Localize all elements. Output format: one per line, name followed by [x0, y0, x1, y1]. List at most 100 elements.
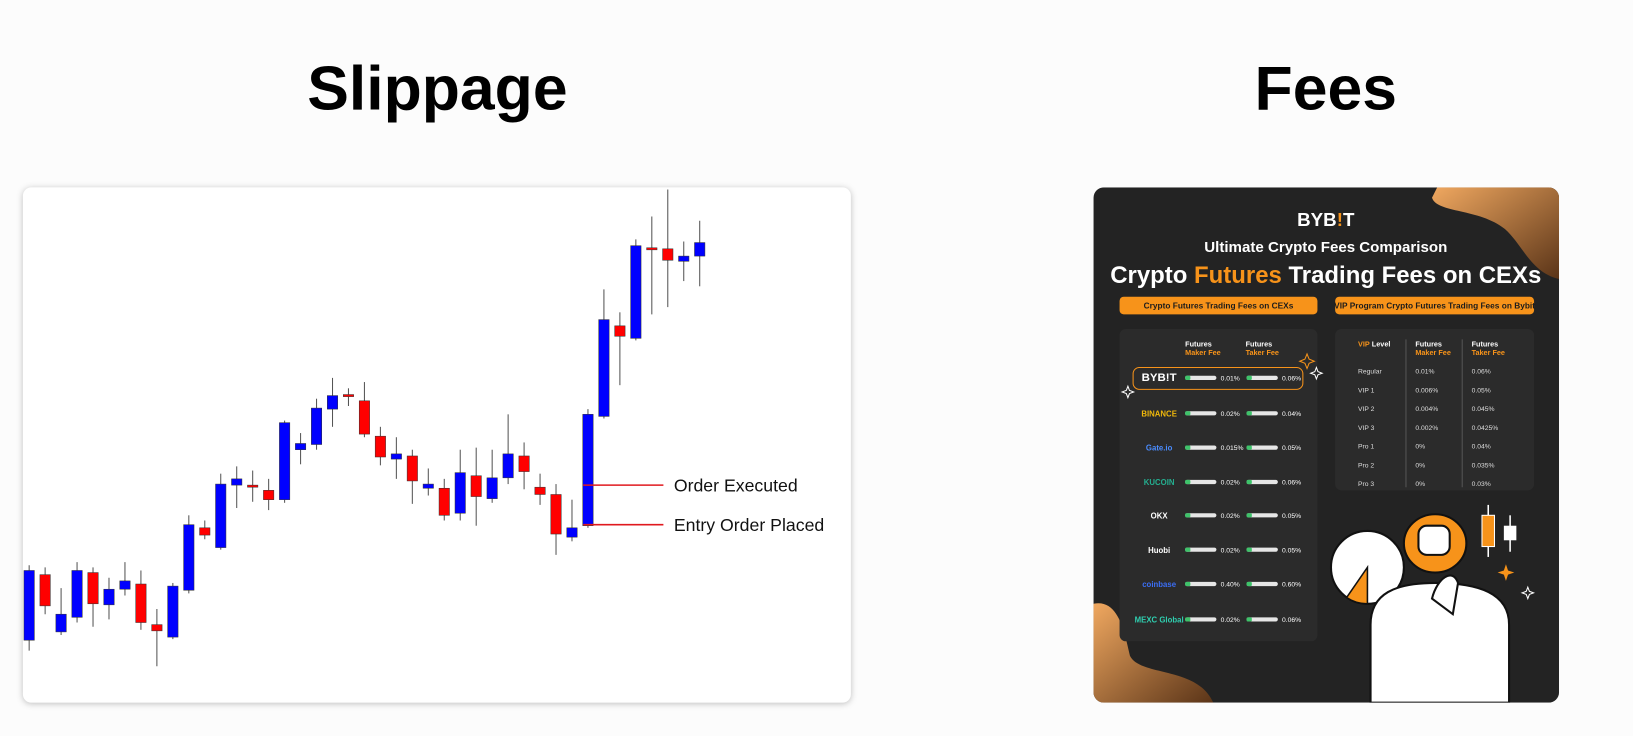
candle-body [422, 483, 434, 489]
exchange-name: BINANCE [1141, 409, 1177, 418]
pie-wedge [1345, 564, 1369, 605]
fee-value: 0.02% [1221, 513, 1240, 520]
header-part: Level [1372, 340, 1391, 349]
column-header: Maker Fee [1415, 348, 1451, 357]
candle-body [135, 583, 147, 623]
decor-blob [1093, 603, 1214, 703]
person-hand [1430, 574, 1460, 617]
candle-body [550, 494, 562, 535]
candle-body [311, 407, 323, 445]
brand-logo: BYB!T [1297, 209, 1355, 230]
vip-cell: VIP 1 [1358, 387, 1375, 394]
exchange-name: BYB!T [1142, 372, 1177, 384]
candle-body [87, 572, 99, 605]
fee-value: 0.60% [1282, 582, 1301, 589]
vip-cell: Regular [1358, 369, 1382, 376]
fee-bar [1246, 411, 1278, 416]
vip-cell: 0.04% [1472, 444, 1491, 451]
exchange-name: KUCOIN [1144, 478, 1175, 487]
chart-panel [22, 187, 851, 703]
candle-body [55, 613, 67, 633]
vip-cell: 0% [1415, 481, 1425, 488]
candle-body [263, 490, 275, 500]
vip-cell: 0.002% [1415, 425, 1438, 432]
fee-bar-tip [1246, 411, 1252, 416]
header-part: VIP [1358, 340, 1370, 349]
headline-part: Futures [1194, 262, 1282, 289]
fee-value: 0.04% [1282, 411, 1301, 418]
candle-icon [1481, 514, 1496, 548]
fees-title: Fees [1255, 53, 1397, 123]
fee-bar [1246, 547, 1278, 552]
fee-bar-tip [1246, 581, 1252, 587]
candle-body [199, 527, 211, 536]
column-header: VIP Level [1358, 340, 1390, 349]
vip-cell: VIP 2 [1358, 406, 1375, 413]
vip-cell: 0.06% [1472, 369, 1491, 376]
fee-value: 0.02% [1221, 617, 1240, 624]
fee-bar [1185, 411, 1217, 416]
fee-value: 0.05% [1282, 445, 1301, 452]
candle-body [486, 477, 498, 499]
vip-cell: 0.045% [1472, 406, 1495, 413]
fee-value: 0.05% [1282, 513, 1301, 520]
candlestick-chart: Order Executed Entry Order Placed [23, 189, 824, 667]
headline-part: Crypto [1110, 262, 1194, 289]
fee-bar [1185, 445, 1217, 450]
fee-bar-tip [1185, 513, 1191, 518]
candle-body [103, 588, 115, 606]
decor-blob [1431, 187, 1560, 279]
candle-body [662, 248, 674, 261]
fee-bar-tip [1185, 547, 1191, 552]
fee-bar-tip [1246, 375, 1252, 380]
fee-bar [1246, 479, 1278, 485]
fee-bar-tip [1185, 617, 1191, 622]
column-header: Futures [1246, 340, 1273, 349]
candle-body [183, 524, 195, 591]
candle-body [279, 422, 291, 500]
fee-bar [1246, 513, 1278, 518]
vip-cell: 0% [1415, 444, 1425, 451]
tab [1335, 296, 1535, 315]
candle-body [39, 574, 51, 607]
fee-bar-tip [1185, 411, 1191, 416]
candle-body [646, 247, 658, 251]
annotation-label: Order Executed [674, 475, 798, 495]
candle-body [215, 483, 227, 548]
fee-value: 0.06% [1282, 617, 1301, 624]
headline: Crypto Futures Trading Fees on CEXs [1110, 262, 1541, 289]
candle-body [390, 453, 402, 460]
tab-label: VIP Program Crypto Futures Trading Fees … [1334, 301, 1535, 311]
vip-cell: Pro 1 [1358, 444, 1374, 451]
headline-part: Trading Fees on CEXs [1282, 262, 1541, 289]
candle-icon [1503, 525, 1517, 541]
sparkle [1497, 564, 1515, 581]
fee-bar-tip [1246, 479, 1252, 485]
candle-body [438, 487, 450, 516]
fee-bar [1185, 547, 1217, 552]
fee-bar [1246, 581, 1278, 587]
vip-cell: Pro 3 [1358, 481, 1374, 488]
vip-cell: 0.006% [1415, 387, 1438, 394]
candle-body [694, 242, 706, 257]
fee-bar-tip [1185, 375, 1191, 380]
column-header: Futures [1472, 340, 1499, 349]
vip-cell: 0% [1415, 462, 1425, 469]
fee-value: 0.06% [1282, 480, 1301, 487]
sparkle [1309, 365, 1324, 381]
candle-body [678, 255, 690, 262]
fee-bar-tip [1185, 581, 1191, 587]
vip-cell: 0.01% [1415, 369, 1434, 376]
logo-part: T [1343, 209, 1355, 230]
fee-bar-tip [1246, 513, 1252, 518]
tab-label: Crypto Futures Trading Fees on CEXs [1144, 301, 1294, 311]
highlight-box [1132, 366, 1304, 390]
fee-value: 0.40% [1221, 582, 1240, 589]
tab [1119, 296, 1318, 315]
candle-body [151, 624, 163, 632]
candle-body [630, 245, 642, 339]
candle-body [231, 478, 243, 486]
